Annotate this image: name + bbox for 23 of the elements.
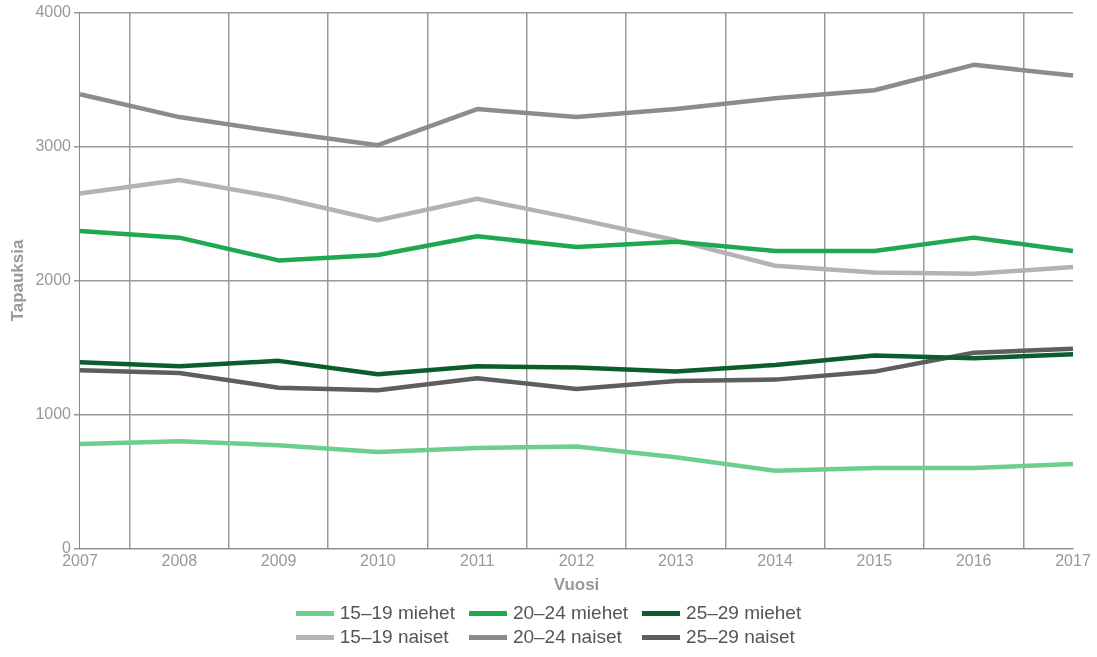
y-axis-title: Tapauksia <box>7 239 27 322</box>
legend-label: 20–24 miehet <box>512 602 629 624</box>
x-tick-label: 2010 <box>360 552 396 570</box>
x-tick-label: 2008 <box>161 552 198 570</box>
y-tick-label: 3000 <box>35 136 72 154</box>
x-tick-label: 2009 <box>260 552 297 570</box>
x-tick-label: 2012 <box>558 552 595 570</box>
x-tick-label: 2014 <box>757 552 793 570</box>
x-tick-label: 2011 <box>459 552 495 570</box>
x-tick-label: 2017 <box>1055 552 1091 570</box>
x-tick-label: 2007 <box>62 552 98 570</box>
x-tick-label: 2016 <box>955 552 992 570</box>
legend-label: 25–29 naiset <box>686 626 795 648</box>
y-tick-label: 4000 <box>35 3 72 21</box>
y-tick-label: 1000 <box>35 404 72 422</box>
legend-label: 20–24 naiset <box>512 626 622 648</box>
legend-label: 15–19 miehet <box>339 602 455 624</box>
x-tick-label: 2013 <box>658 552 694 570</box>
legend-label: 25–29 miehet <box>686 602 802 624</box>
y-tick-label: 2000 <box>35 270 72 288</box>
x-axis-title: Vuosi <box>553 575 600 595</box>
legend-label: 15–19 naiset <box>339 626 449 648</box>
x-tick-label: 2015 <box>856 552 893 570</box>
